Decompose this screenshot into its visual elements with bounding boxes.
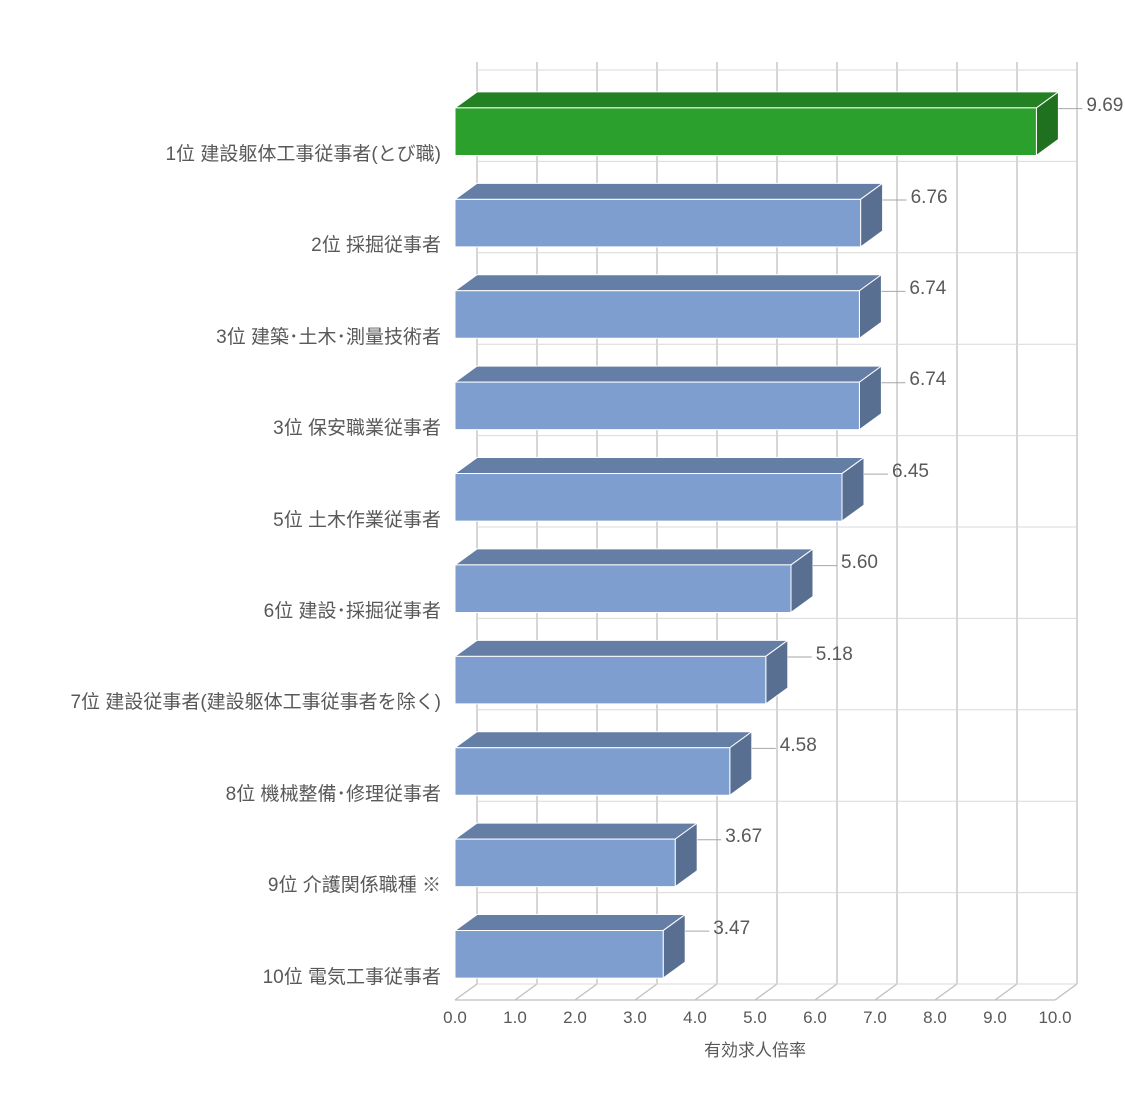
category-label: 1位 建設躯体工事従事者(とび職) [0, 145, 441, 166]
category-label: 3位 建築･土木･測量技術者 [0, 328, 441, 349]
x-tick-label: 8.0 [915, 1008, 955, 1028]
data-label: 5.60 [841, 552, 878, 574]
x-axis-title: 有効求人倍率 [455, 1036, 1055, 1061]
x-tick-label: 6.0 [795, 1008, 835, 1028]
x-tick-label: 7.0 [855, 1008, 895, 1028]
category-label: 5位 土木作業従事者 [0, 511, 441, 532]
category-label: 6位 建設･採掘従事者 [0, 602, 441, 623]
x-tick-label: 0.0 [435, 1008, 475, 1028]
data-label: 6.74 [909, 369, 946, 391]
data-label: 4.58 [780, 735, 817, 757]
x-tick-label: 10.0 [1035, 1008, 1075, 1028]
x-tick-label: 2.0 [555, 1008, 595, 1028]
chart-container: 9.69 1位 建設躯体工事従事者(とび職) 6.76 2位 採掘従事者 6.74 3位 … [0, 0, 1125, 1097]
x-tick-label: 4.0 [675, 1008, 715, 1028]
category-label: 2位 採掘従事者 [0, 236, 441, 257]
data-label: 3.47 [713, 918, 750, 940]
category-label: 7位 建設従事者(建設躯体工事従事者を除く) [0, 693, 441, 714]
category-label: 10位 電気工事従事者 [0, 968, 441, 989]
x-tick-label: 9.0 [975, 1008, 1015, 1028]
data-label: 6.76 [911, 187, 948, 209]
data-label: 6.45 [892, 461, 929, 483]
data-label: 5.18 [816, 644, 853, 666]
category-label: 3位 保安職業従事者 [0, 419, 441, 440]
category-label: 9位 介護関係職種 ※ [0, 876, 441, 897]
data-label: 6.74 [909, 278, 946, 300]
data-label: 9.69 [1086, 95, 1123, 117]
x-tick-label: 1.0 [495, 1008, 535, 1028]
x-tick-label: 3.0 [615, 1008, 655, 1028]
x-tick-label: 5.0 [735, 1008, 775, 1028]
data-label: 3.67 [725, 826, 762, 848]
category-label: 8位 機械整備･修理従事者 [0, 785, 441, 806]
